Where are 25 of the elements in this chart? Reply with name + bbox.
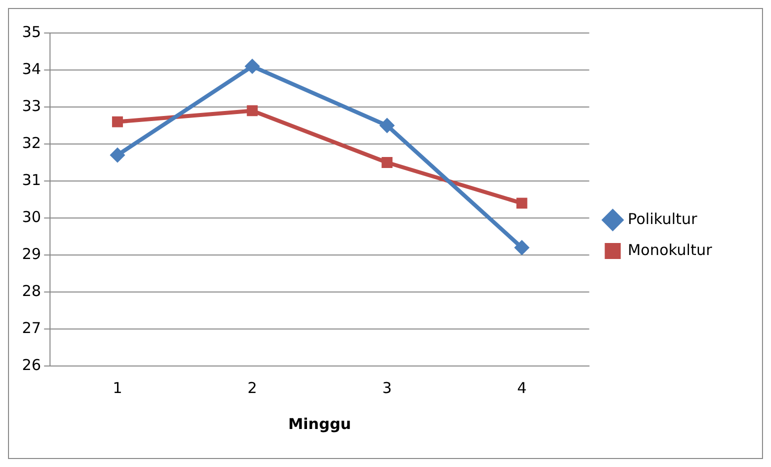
point: [382, 157, 393, 168]
x-tick-label: 3: [382, 378, 392, 397]
y-tick-label: 34: [22, 60, 42, 78]
point: [110, 148, 125, 163]
y-tick-label: 35: [22, 22, 42, 41]
x-tick-label: 2: [247, 378, 258, 397]
y-tick-label: 26: [22, 356, 42, 374]
point: [244, 58, 260, 74]
y-tick-label: 30: [22, 208, 42, 226]
y-tick-label: 31: [22, 170, 42, 189]
legend-label: Monokultur: [628, 240, 713, 259]
point: [246, 105, 258, 116]
y-tick-label: 27: [22, 318, 42, 337]
point: [380, 118, 395, 133]
x-tick-label: 1: [112, 378, 122, 397]
x-tick-label: 4: [517, 378, 527, 397]
y-tick-label: 29: [22, 244, 42, 263]
point: [112, 116, 123, 128]
point: [514, 240, 530, 256]
point: [516, 198, 528, 209]
y-tick-label: 28: [22, 282, 42, 300]
x-axis-title: Minggu: [288, 414, 352, 433]
legend-label: Polikultur: [628, 210, 698, 228]
y-tick-label: 33: [22, 96, 42, 115]
y-tick-label: 32: [22, 134, 42, 152]
